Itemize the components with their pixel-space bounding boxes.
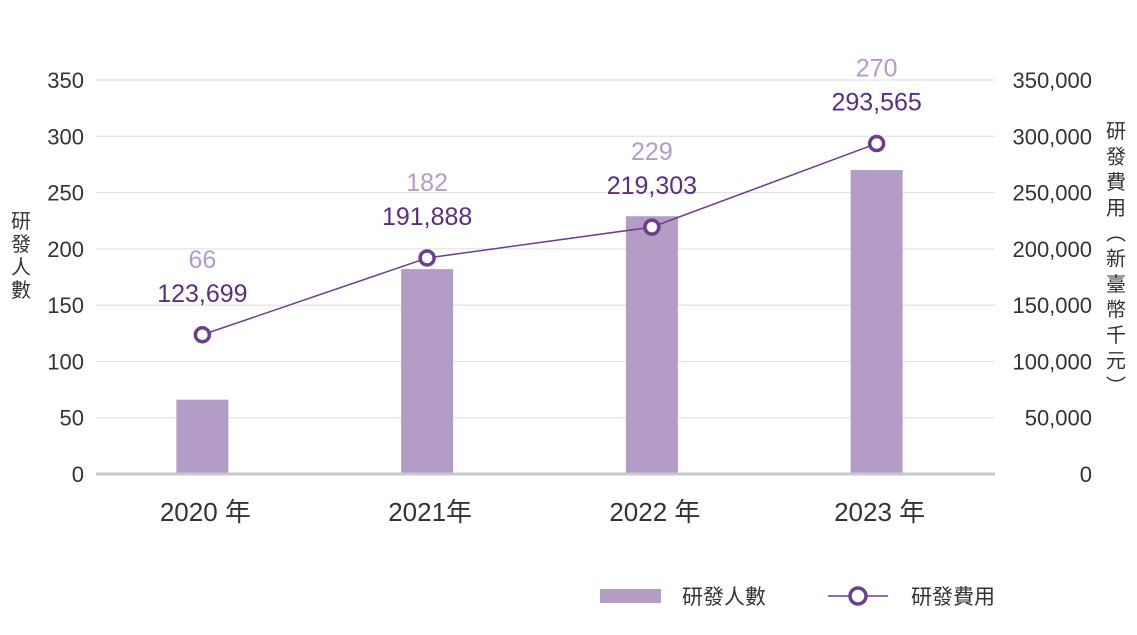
y-right-title-char: 幣 [1106,299,1126,322]
line-data-label: 191,888 [382,203,472,231]
y-left-tick-label: 50 [60,406,84,431]
bar [625,216,678,474]
bar-data-label: 182 [406,169,448,197]
y-right-title-char: 用 [1106,198,1126,220]
y-right-tick-label: 0 [1080,462,1092,487]
legend-label-line: 研發費用 [911,586,995,609]
y-right-title-char: 發 [1106,146,1126,169]
y-right-title-char: 元 [1106,351,1126,373]
bar [176,399,229,474]
y-right-tick-label: 250,000 [1012,181,1092,206]
y-right-title-char: 臺 [1106,273,1126,296]
legend-label-bar: 研發人數 [682,586,766,609]
bar [850,170,903,475]
y-right-tick-label: 100,000 [1012,349,1092,374]
line-point [643,218,661,236]
bar-data-label: 229 [631,138,673,166]
y-right-title-char: 研 [1106,121,1126,143]
y-left-tick-label: 200 [47,237,84,262]
x-axis: 2020 年 2021年 2022 年 2023 年 [96,472,995,527]
legend: 研發人數 研發費用 [600,586,995,609]
y-left-title-char: 人 [11,256,31,279]
line-data-label: 219,303 [607,172,697,200]
data-labels: 123,699 66 191,888 182 219,303 229 293,565 270 [157,55,922,308]
line-point [867,134,886,153]
y-right-tick-label: 300,000 [1012,124,1092,149]
line-point [193,326,212,344]
legend-marker [848,586,868,606]
y-right-tick-label: 350,000 [1012,68,1092,93]
x-tick-label: 2021年 [388,497,472,527]
y-right-title-char: 新 [1106,248,1126,271]
bar-data-label: 66 [188,246,216,274]
line-series [193,134,886,344]
y-left-title-char: 發 [11,233,31,256]
bar [401,269,454,474]
y-right-tick-label: 150,000 [1012,293,1092,318]
y-right-title-char: 費 [1106,171,1126,194]
y-right-tick-label: 200,000 [1012,237,1092,262]
y-left-tick-label: 300 [47,124,84,149]
axis-ticks: 0 50 100 150 200 250 300 350 0 50,000 100,000 150,0… [47,68,1092,487]
y-left-tick-label: 250 [47,181,84,206]
x-tick-label: 2022 年 [609,497,700,527]
y-left-tick-label: 150 [47,293,84,318]
y-right-title-char: ︶ [1106,375,1126,398]
y-left-tick-label: 350 [47,68,84,93]
line-data-label: 123,699 [157,280,247,308]
y-left-tick-label: 0 [72,462,84,487]
y-right-title-char: ︵ [1106,223,1126,245]
y-left-title-char: 研 [11,211,31,233]
x-tick-label: 2020 年 [160,497,251,527]
legend-bar-swatch [600,589,661,603]
bar-data-label: 270 [856,55,898,83]
y-left-title-char: 數 [11,279,31,302]
x-tick-label: 2023 年 [834,497,925,527]
y-right-tick-label: 50,000 [1025,406,1092,431]
y-left-tick-label: 100 [47,349,84,374]
line-data-label: 293,565 [831,89,921,117]
y-right-title-char: 千 [1106,324,1126,347]
line-point [418,249,436,267]
bar-series [176,170,903,475]
grid-lines [96,79,995,419]
series-line [202,142,877,336]
